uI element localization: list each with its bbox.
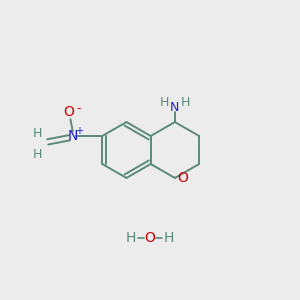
- Text: -: -: [76, 102, 81, 115]
- Text: H: H: [164, 231, 174, 245]
- Text: +: +: [75, 126, 83, 136]
- Text: N: N: [170, 101, 180, 114]
- Text: O: O: [145, 231, 155, 245]
- Text: N: N: [68, 129, 78, 143]
- Text: H: H: [33, 128, 42, 140]
- Text: H: H: [33, 148, 42, 161]
- Text: H: H: [181, 96, 190, 110]
- Text: H: H: [126, 231, 136, 245]
- Text: O: O: [64, 106, 74, 119]
- Text: H: H: [160, 96, 169, 110]
- Text: O: O: [177, 171, 188, 185]
